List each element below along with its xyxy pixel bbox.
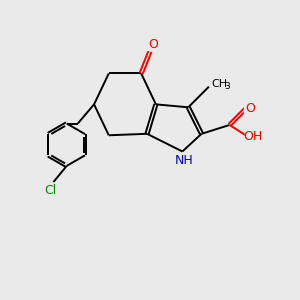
Bar	[245, 131, 261, 142]
Text: CH: CH	[212, 79, 228, 89]
Text: NH: NH	[175, 154, 193, 167]
Bar	[211, 78, 233, 90]
Text: Cl: Cl	[44, 184, 56, 197]
Bar	[244, 103, 256, 115]
Text: 3: 3	[224, 82, 230, 91]
Text: O: O	[148, 38, 158, 50]
Text: OH: OH	[243, 130, 263, 143]
Bar	[176, 154, 192, 166]
Bar	[147, 38, 159, 50]
Bar	[42, 184, 58, 196]
Text: O: O	[245, 102, 255, 115]
